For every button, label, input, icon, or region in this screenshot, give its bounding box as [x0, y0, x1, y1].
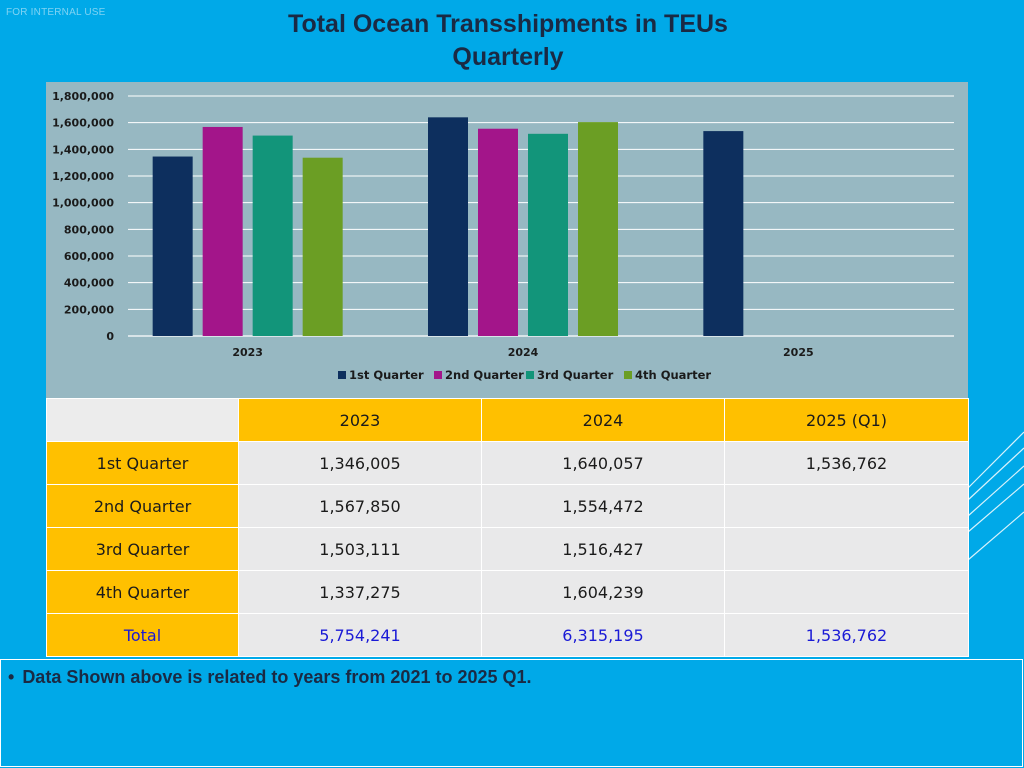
table-cell	[724, 484, 969, 528]
chart-panel: 0 200,000 400,000 600,000 800,000 1,000,000 1,…	[46, 82, 968, 398]
table-cell: 1,536,762	[724, 441, 969, 485]
legend-swatch	[526, 371, 534, 379]
table-row: 2nd Quarter 1,567,850 1,554,472	[46, 484, 969, 528]
bar-chart: 0 200,000 400,000 600,000 800,000 1,000,000 1,…	[52, 90, 954, 382]
bar	[578, 122, 618, 336]
y-tick-label: 200,000	[64, 303, 114, 316]
title-line-1: Total Ocean Transshipments in TEUs	[288, 10, 728, 38]
y-tick-label: 1,000,000	[52, 197, 114, 210]
table-row: 1st Quarter 1,346,005 1,640,057 1,536,76…	[46, 441, 969, 485]
bar	[528, 133, 568, 336]
total-cell: 1,536,762	[724, 613, 969, 657]
table-cell: 1,604,239	[481, 570, 725, 614]
note-box: • Data Shown above is related to years fr…	[0, 659, 1023, 767]
watermark: FOR INTERNAL USE	[6, 7, 106, 18]
legend-label: 3rd Quarter	[537, 368, 614, 382]
table-row: 4th Quarter 1,337,275 1,604,239	[46, 570, 969, 614]
total-cell: 5,754,241	[238, 613, 482, 657]
legend-label: 4th Quarter	[635, 368, 711, 382]
legend-label: 1st Quarter	[349, 368, 424, 382]
table-total-row: Total 5,754,241 6,315,195 1,536,762	[46, 613, 969, 657]
y-tick-label: 1,400,000	[52, 143, 114, 156]
y-tick-label: 1,200,000	[52, 170, 114, 183]
total-cell: 6,315,195	[481, 613, 725, 657]
table-cell: 1,503,111	[238, 527, 482, 571]
column-header-2024: 2024	[481, 398, 725, 442]
y-tick-label: 1,800,000	[52, 90, 114, 103]
x-tick-label: 2023	[232, 346, 263, 359]
bar	[478, 128, 518, 336]
table-cell: 1,567,850	[238, 484, 482, 528]
x-tick-label: 2025	[783, 346, 814, 359]
table-row: 3rd Quarter 1,503,111 1,516,427	[46, 527, 969, 571]
table-header-row: 2023 2024 2025 (Q1)	[46, 398, 969, 442]
legend-label: 2nd Quarter	[445, 368, 524, 382]
row-label: 3rd Quarter	[46, 527, 239, 571]
table-cell: 1,346,005	[238, 441, 482, 485]
legend-swatch	[338, 371, 346, 379]
legend-swatch	[434, 371, 442, 379]
total-label: Total	[46, 613, 239, 657]
table-cell	[724, 570, 969, 614]
table-cell: 1,337,275	[238, 570, 482, 614]
data-table: 2023 2024 2025 (Q1) 1st Quarter 1,346,00…	[46, 398, 969, 657]
bar	[428, 117, 468, 336]
note-text: • Data Shown above is related to years fr…	[8, 667, 532, 688]
y-tick-label: 0	[106, 330, 114, 343]
y-tick-label: 400,000	[64, 277, 114, 290]
column-header-2023: 2023	[238, 398, 482, 442]
row-label: 4th Quarter	[46, 570, 239, 614]
y-tick-label: 800,000	[64, 223, 114, 236]
y-tick-label: 1,600,000	[52, 117, 114, 130]
bar	[302, 157, 343, 336]
table-cell: 1,516,427	[481, 527, 725, 571]
bullet-icon: •	[8, 667, 15, 687]
bar	[152, 156, 193, 336]
row-label: 2nd Quarter	[46, 484, 239, 528]
row-label: 1st Quarter	[46, 441, 239, 485]
table-cell: 1,554,472	[481, 484, 725, 528]
table-cell: 1,640,057	[481, 441, 725, 485]
table-corner-cell	[46, 398, 239, 442]
column-header-2025-q1: 2025 (Q1)	[724, 398, 969, 442]
legend-swatch	[624, 371, 632, 379]
x-tick-label: 2024	[508, 346, 539, 359]
table-cell	[724, 527, 969, 571]
title-line-2: Quarterly	[452, 43, 564, 71]
bar	[202, 126, 243, 336]
bar	[703, 131, 744, 336]
page-title: Total Ocean Transshipments in TEUs Quart…	[208, 8, 808, 74]
note-label: Data Shown above is related to years fro…	[22, 667, 532, 687]
bar	[252, 135, 293, 336]
y-tick-label: 600,000	[64, 250, 114, 263]
